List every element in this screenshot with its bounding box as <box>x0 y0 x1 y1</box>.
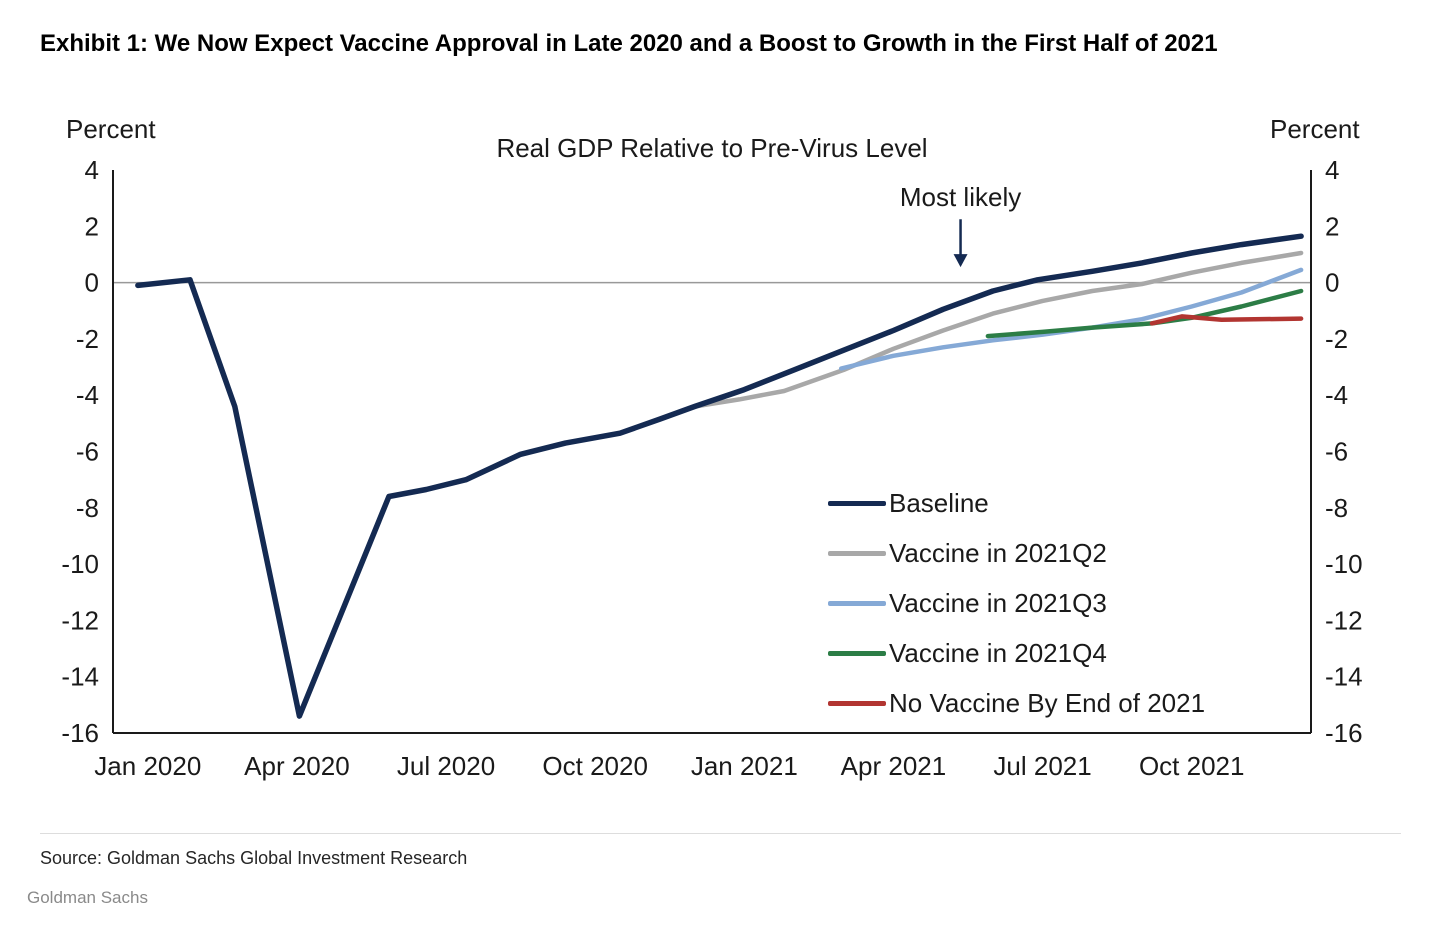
x-tick-label: Jan 2021 <box>691 751 798 781</box>
y-tick-label-left: -14 <box>61 662 99 692</box>
legend-item-no-vaccine-by-end-of-2021: No Vaccine By End of 2021 <box>828 678 1205 728</box>
legend-item-vaccine-in-2021q3: Vaccine in 2021Q3 <box>828 578 1205 628</box>
y-tick-label-left: -12 <box>61 605 99 635</box>
y-tick-label-right: -8 <box>1325 493 1348 523</box>
y-tick-label-left: 4 <box>85 155 99 185</box>
legend-line-sample <box>828 500 886 506</box>
legend-line-sample <box>828 650 886 656</box>
y-tick-label-left: -10 <box>61 549 99 579</box>
y-tick-label-left: -2 <box>76 324 99 354</box>
x-tick-label: Apr 2020 <box>244 751 350 781</box>
right-axis-unit-label: Percent <box>1270 114 1360 144</box>
y-tick-label-left: -6 <box>76 437 99 467</box>
chart-title: Real GDP Relative to Pre-Virus Level <box>496 133 928 163</box>
exhibit-title: Exhibit 1: We Now Expect Vaccine Approva… <box>40 30 1218 58</box>
x-tick-label: Oct 2021 <box>1139 751 1245 781</box>
legend-label: Vaccine in 2021Q3 <box>889 587 1107 618</box>
y-tick-label-right: -6 <box>1325 437 1348 467</box>
legend-line-sample <box>828 600 886 606</box>
legend-item-vaccine-in-2021q2: Vaccine in 2021Q2 <box>828 528 1205 578</box>
y-tick-label-right: -14 <box>1325 662 1363 692</box>
left-axis-unit-label: Percent <box>66 114 156 144</box>
legend-label: Baseline <box>889 487 989 518</box>
brand-goldman-sachs: Goldman Sachs <box>27 888 148 907</box>
series-line-vaccine-in-2021q2 <box>692 250 1304 409</box>
y-tick-label-left: -8 <box>76 493 99 523</box>
y-tick-label-right: -16 <box>1325 718 1363 748</box>
x-tick-label: Oct 2020 <box>542 751 648 781</box>
chart-canvas: 4 4 2 2 0 0 -2 -2 -4 -4 -6 -6 -8 -8 -10 -10 -12 -12 -14 -14… <box>61 155 1363 781</box>
y-tick-label-right: 4 <box>1325 155 1339 185</box>
x-tick-label: Jul 2020 <box>397 751 495 781</box>
legend-item-baseline: Baseline <box>828 478 1205 528</box>
source-text: Source: Goldman Sachs Global Investment … <box>40 848 468 868</box>
series-line-no-vaccine-by-end-of-2021 <box>1149 314 1304 326</box>
legend-item-vaccine-in-2021q4: Vaccine in 2021Q4 <box>828 628 1205 678</box>
annotation-most-likely-label: Most likely <box>899 182 1022 213</box>
y-tick-label-right: -2 <box>1325 324 1348 354</box>
legend-label: Vaccine in 2021Q4 <box>889 637 1107 668</box>
y-tick-label-right: -12 <box>1325 605 1363 635</box>
legend-label: Vaccine in 2021Q2 <box>889 537 1107 568</box>
y-tick-label-right: -10 <box>1325 549 1363 579</box>
y-tick-label-left: -4 <box>76 380 99 410</box>
legend-line-sample <box>828 550 886 556</box>
y-tick-label-right: 2 <box>1325 211 1339 241</box>
y-tick-label-right: 0 <box>1325 268 1339 298</box>
x-tick-label: Jan 2020 <box>94 751 201 781</box>
footer-divider <box>40 833 1401 834</box>
y-tick-label-right: -4 <box>1325 380 1348 410</box>
series-line-vaccine-in-2021q4 <box>985 288 1304 339</box>
y-tick-label-left: 2 <box>85 211 99 241</box>
chart-legend: Baseline Vaccine in 2021Q2 Vaccine in 2021… <box>828 478 1205 728</box>
x-tick-label: Apr 2021 <box>841 751 947 781</box>
y-tick-label-left: 0 <box>85 268 99 298</box>
gdp-chart: 4 4 2 2 0 0 -2 -2 -4 -4 -6 -6 -8 -8 -10 -10 -12 -12 -14 -14… <box>0 100 1439 810</box>
series-line-baseline <box>135 233 1304 719</box>
legend-label: No Vaccine By End of 2021 <box>889 687 1206 718</box>
legend-line-sample <box>828 700 886 706</box>
x-tick-label: Jul 2021 <box>993 751 1091 781</box>
y-tick-label-left: -16 <box>61 718 99 748</box>
annotation-arrow-head <box>953 254 968 268</box>
